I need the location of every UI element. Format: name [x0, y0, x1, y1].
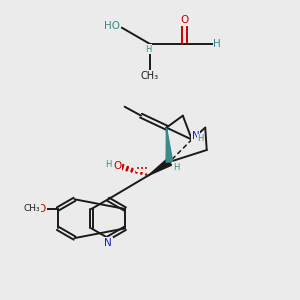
- Text: O: O: [38, 204, 46, 214]
- Text: •••: •••: [136, 166, 148, 172]
- Text: H: H: [173, 163, 179, 172]
- Text: H: H: [213, 39, 221, 49]
- Text: H: H: [105, 160, 112, 169]
- Polygon shape: [148, 159, 172, 176]
- Text: CH₃: CH₃: [24, 205, 40, 214]
- Text: CH₃: CH₃: [141, 71, 159, 81]
- Text: H: H: [145, 45, 152, 54]
- Text: N: N: [191, 131, 199, 141]
- Text: HO: HO: [104, 21, 120, 31]
- Polygon shape: [166, 128, 173, 162]
- Text: H: H: [198, 134, 204, 143]
- Text: O: O: [180, 15, 188, 25]
- Text: N: N: [104, 238, 112, 248]
- Text: O: O: [113, 161, 121, 171]
